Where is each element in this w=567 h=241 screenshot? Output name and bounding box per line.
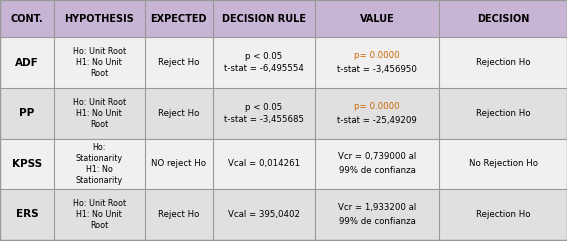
Text: Ho: Unit Root
H1: No Unit
Root: Ho: Unit Root H1: No Unit Root [73, 47, 126, 78]
Bar [0, 88, 567, 139]
Text: EXPECTED: EXPECTED [150, 14, 207, 24]
Text: Rejection Ho: Rejection Ho [476, 210, 531, 219]
Bar [0, 139, 567, 189]
Text: Ho: Unit Root
H1: No Unit
Root: Ho: Unit Root H1: No Unit Root [73, 98, 126, 129]
Text: Ho: Unit Root
H1: No Unit
Root: Ho: Unit Root H1: No Unit Root [73, 199, 126, 230]
Text: Ho:
Stationarity
H1: No
Stationarity: Ho: Stationarity H1: No Stationarity [75, 143, 123, 185]
Text: p < 0.05
t-stat = -3,455685: p < 0.05 t-stat = -3,455685 [223, 103, 304, 124]
Text: p= 0.0000: p= 0.0000 [354, 102, 400, 111]
Text: KPSS: KPSS [12, 159, 42, 169]
Text: ERS: ERS [16, 209, 38, 220]
Text: VALUE: VALUE [359, 14, 395, 24]
Text: 99% de confianza: 99% de confianza [338, 167, 416, 175]
Text: Rejection Ho: Rejection Ho [476, 109, 531, 118]
Text: Vcal = 395,0402: Vcal = 395,0402 [228, 210, 299, 219]
Bar [0, 0, 567, 37]
Text: HYPOTHESIS: HYPOTHESIS [64, 14, 134, 24]
Text: ADF: ADF [15, 58, 39, 68]
Text: PP: PP [19, 108, 35, 118]
Text: Reject Ho: Reject Ho [158, 210, 199, 219]
Text: Vcal = 0,014261: Vcal = 0,014261 [227, 159, 300, 168]
Text: DECISION RULE: DECISION RULE [222, 14, 306, 24]
Bar [0, 37, 567, 88]
Text: t-stat = -25,49209: t-stat = -25,49209 [337, 116, 417, 125]
Text: NO reject Ho: NO reject Ho [151, 159, 206, 168]
Text: 99% de confianza: 99% de confianza [338, 217, 416, 226]
Text: t-stat = -3,456950: t-stat = -3,456950 [337, 65, 417, 74]
Text: Vcr = 1,933200 al: Vcr = 1,933200 al [338, 203, 416, 212]
Text: Vcr = 0,739000 al: Vcr = 0,739000 al [338, 152, 416, 161]
Text: Reject Ho: Reject Ho [158, 58, 199, 67]
Text: CONT.: CONT. [11, 14, 43, 24]
Bar [0, 189, 567, 240]
Text: p < 0.05
t-stat = -6,495554: p < 0.05 t-stat = -6,495554 [224, 52, 303, 73]
Text: No Rejection Ho: No Rejection Ho [469, 159, 538, 168]
Text: p= 0.0000: p= 0.0000 [354, 51, 400, 60]
Text: Reject Ho: Reject Ho [158, 109, 199, 118]
Text: DECISION: DECISION [477, 14, 530, 24]
Text: Rejection Ho: Rejection Ho [476, 58, 531, 67]
